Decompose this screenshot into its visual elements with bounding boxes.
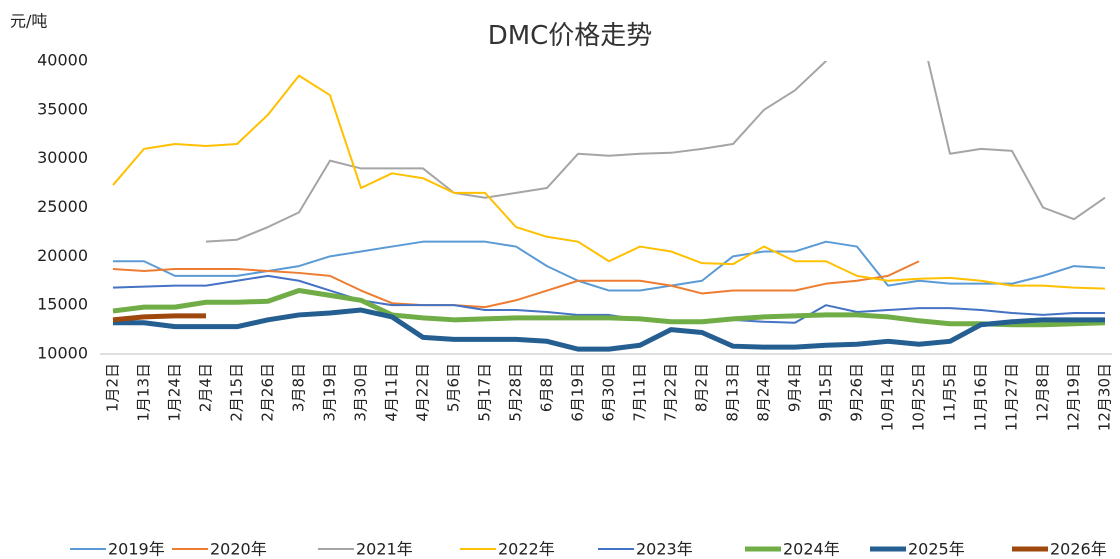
x-tick-label: 12月19日 [1065, 363, 1083, 431]
x-tick-label: 5月6日 [445, 363, 463, 412]
legend-label: 2023年 [636, 540, 693, 559]
x-tick-label: 12月8日 [1034, 363, 1052, 422]
series-line [113, 307, 1105, 352]
y-tick-label: 40000 [37, 51, 88, 70]
y-tick-label: 25000 [37, 197, 88, 216]
x-tick-label: 8月24日 [755, 363, 773, 422]
x-tick-label: 8月13日 [724, 363, 742, 422]
x-tick-label: 5月17日 [476, 363, 494, 422]
x-tick-label: 10月14日 [879, 363, 897, 431]
x-tick-label: 2月15日 [228, 363, 246, 422]
chart-title: DMC价格走势 [488, 21, 653, 51]
y-tick-label: 10000 [37, 344, 88, 363]
x-tick-label: 7月11日 [631, 363, 649, 422]
x-tick-label: 3月8日 [290, 363, 308, 412]
x-tick-label: 1月2日 [104, 363, 122, 412]
series-line [112, 260, 920, 309]
y-axis-label: 元/吨 [10, 12, 47, 31]
x-tick-label: 6月30日 [600, 363, 618, 422]
x-tick-label: 2月4日 [197, 363, 215, 412]
series-line [113, 240, 1106, 292]
series-line [112, 313, 206, 323]
legend-label: 2019年 [108, 540, 165, 559]
x-tick-label: 6月8日 [538, 363, 556, 412]
x-tick-label: 11月27日 [1003, 363, 1021, 431]
y-tick-label: 15000 [37, 295, 88, 314]
x-tick-label: 1月13日 [135, 363, 153, 422]
y-tick-label: 20000 [37, 246, 88, 265]
x-tick-label: 2月26日 [259, 363, 277, 422]
legend-label: 2022年 [498, 540, 555, 559]
x-tick-label: 6月19日 [569, 363, 587, 422]
legend-label: 2026年 [1050, 540, 1107, 559]
x-tick-label: 9月26日 [848, 363, 866, 422]
x-tick-label: 3月19日 [321, 363, 339, 422]
legend-label: 2020年 [210, 540, 267, 559]
legend-label: 2024年 [783, 540, 840, 559]
x-tick-label: 10月25日 [910, 363, 928, 431]
x-tick-label: 7月22日 [662, 363, 680, 422]
x-tick-label: 12月30日 [1096, 363, 1114, 431]
x-tick-label: 11月5日 [941, 363, 959, 422]
y-tick-label: 30000 [37, 148, 88, 167]
legend-label: 2021年 [356, 540, 413, 559]
series-line [112, 74, 1106, 290]
x-tick-label: 3月30日 [352, 363, 370, 422]
plot-area [112, 61, 1106, 352]
series-line [112, 288, 1106, 328]
x-tick-label: 8月2日 [693, 363, 711, 412]
series-line [205, 61, 1106, 243]
x-tick-label: 11月16日 [972, 363, 990, 431]
y-tick-label: 35000 [37, 99, 88, 118]
legend-label: 2025年 [908, 540, 965, 559]
x-tick-label: 9月4日 [786, 363, 804, 412]
x-tick-label: 4月22日 [414, 363, 432, 422]
x-tick-label: 4月11日 [383, 363, 401, 422]
x-tick-label: 5月28日 [507, 363, 525, 422]
series-line [112, 274, 1105, 324]
x-tick-label: 9月15日 [817, 363, 835, 422]
x-tick-label: 1月24日 [166, 363, 184, 422]
